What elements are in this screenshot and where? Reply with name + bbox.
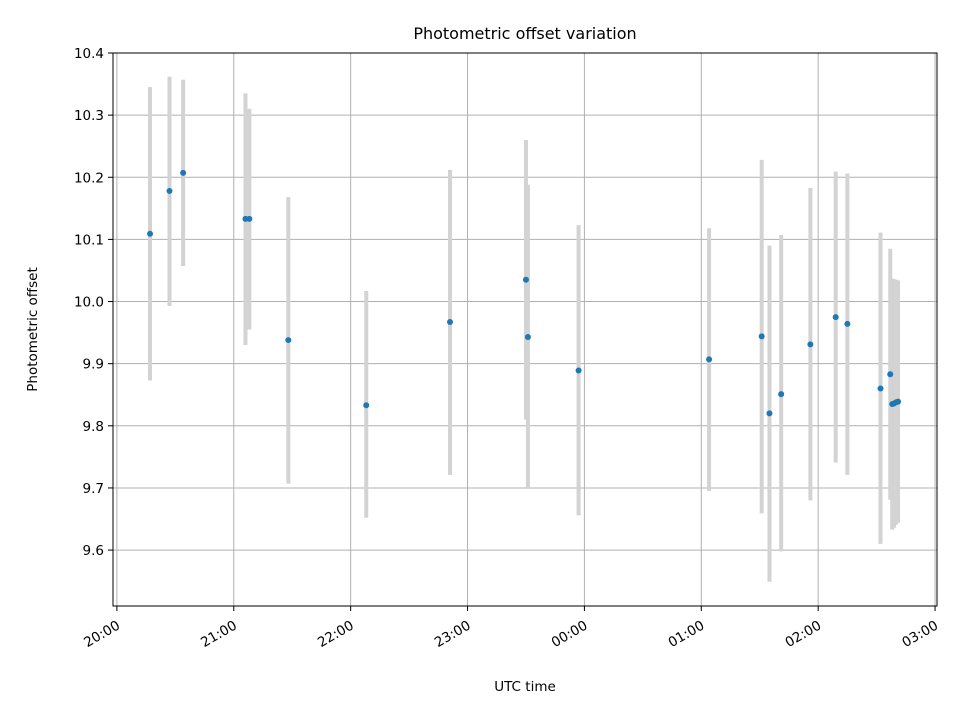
data-point — [758, 333, 765, 340]
data-point — [147, 230, 154, 237]
data-point — [778, 391, 785, 398]
y-axis-label: Photometric offset — [25, 267, 41, 391]
y-tick-label: 10.1 — [74, 232, 104, 248]
data-point — [363, 402, 370, 409]
y-tick-label: 9.9 — [83, 357, 104, 373]
y-tick-label: 10.4 — [74, 46, 104, 62]
data-point — [246, 215, 253, 222]
data-point — [166, 187, 173, 194]
y-tick-label: 10.3 — [74, 108, 104, 124]
data-point — [887, 371, 894, 378]
data-point — [832, 314, 839, 321]
y-tick-label: 10.2 — [74, 170, 104, 186]
chart-title: Photometric offset variation — [413, 24, 636, 43]
y-tick-label: 9.7 — [83, 481, 104, 497]
data-point — [844, 320, 851, 327]
data-point — [575, 367, 582, 374]
data-point — [807, 341, 814, 348]
data-point — [522, 276, 529, 283]
data-point — [877, 385, 884, 392]
data-point — [524, 333, 531, 340]
data-point — [285, 337, 292, 344]
plot-frame — [112, 52, 938, 607]
y-tick-label: 10.0 — [74, 295, 104, 311]
data-point — [766, 410, 773, 417]
data-point — [180, 169, 187, 176]
y-tick-label: 9.6 — [83, 543, 104, 559]
data-points — [147, 169, 902, 417]
x-axis-label: UTC time — [494, 679, 556, 695]
y-tick-label: 9.8 — [83, 419, 104, 435]
data-point — [706, 356, 713, 363]
data-point — [895, 398, 902, 405]
data-point — [447, 319, 454, 326]
